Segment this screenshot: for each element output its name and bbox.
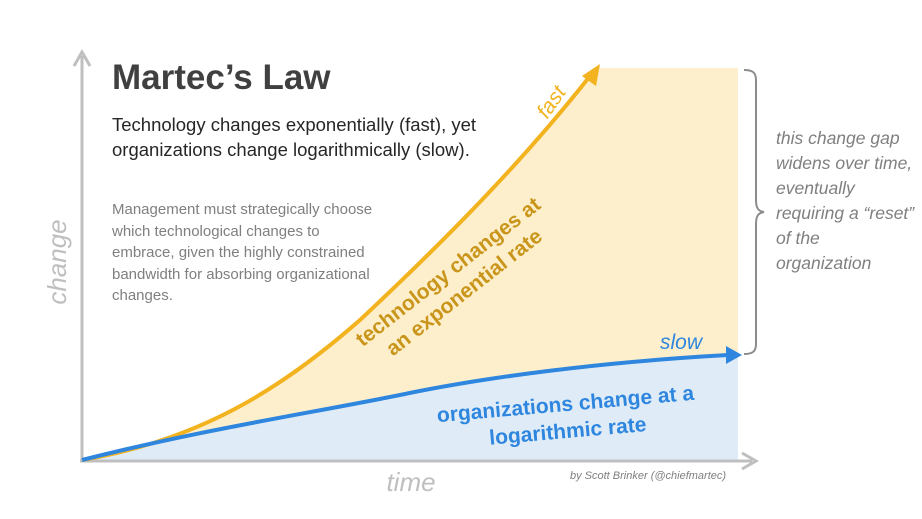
change-gap-note: this change gap widens over time, eventu… <box>776 128 915 273</box>
organization-curve <box>81 353 729 462</box>
management-note: Management must strategically choose whi… <box>112 201 373 304</box>
slow-label: slow <box>660 331 704 354</box>
y-axis-arrowhead <box>72 48 92 67</box>
technology-gap-area <box>82 68 738 460</box>
technology-curve <box>81 74 592 462</box>
organization-area <box>82 355 738 460</box>
page-title: Martec’s Law <box>112 58 331 97</box>
change-gap-bracket <box>743 69 765 355</box>
subtitle: Technology changes exponentially (fast),… <box>112 114 477 160</box>
credit: by Scott Brinker (@chiefmartec) <box>570 470 727 482</box>
x-axis-arrowhead <box>741 451 760 471</box>
organization-arrowhead <box>726 346 742 364</box>
y-axis-label: change <box>42 219 72 304</box>
x-axis-label: time <box>386 467 435 497</box>
technology-arrowhead <box>582 64 600 86</box>
